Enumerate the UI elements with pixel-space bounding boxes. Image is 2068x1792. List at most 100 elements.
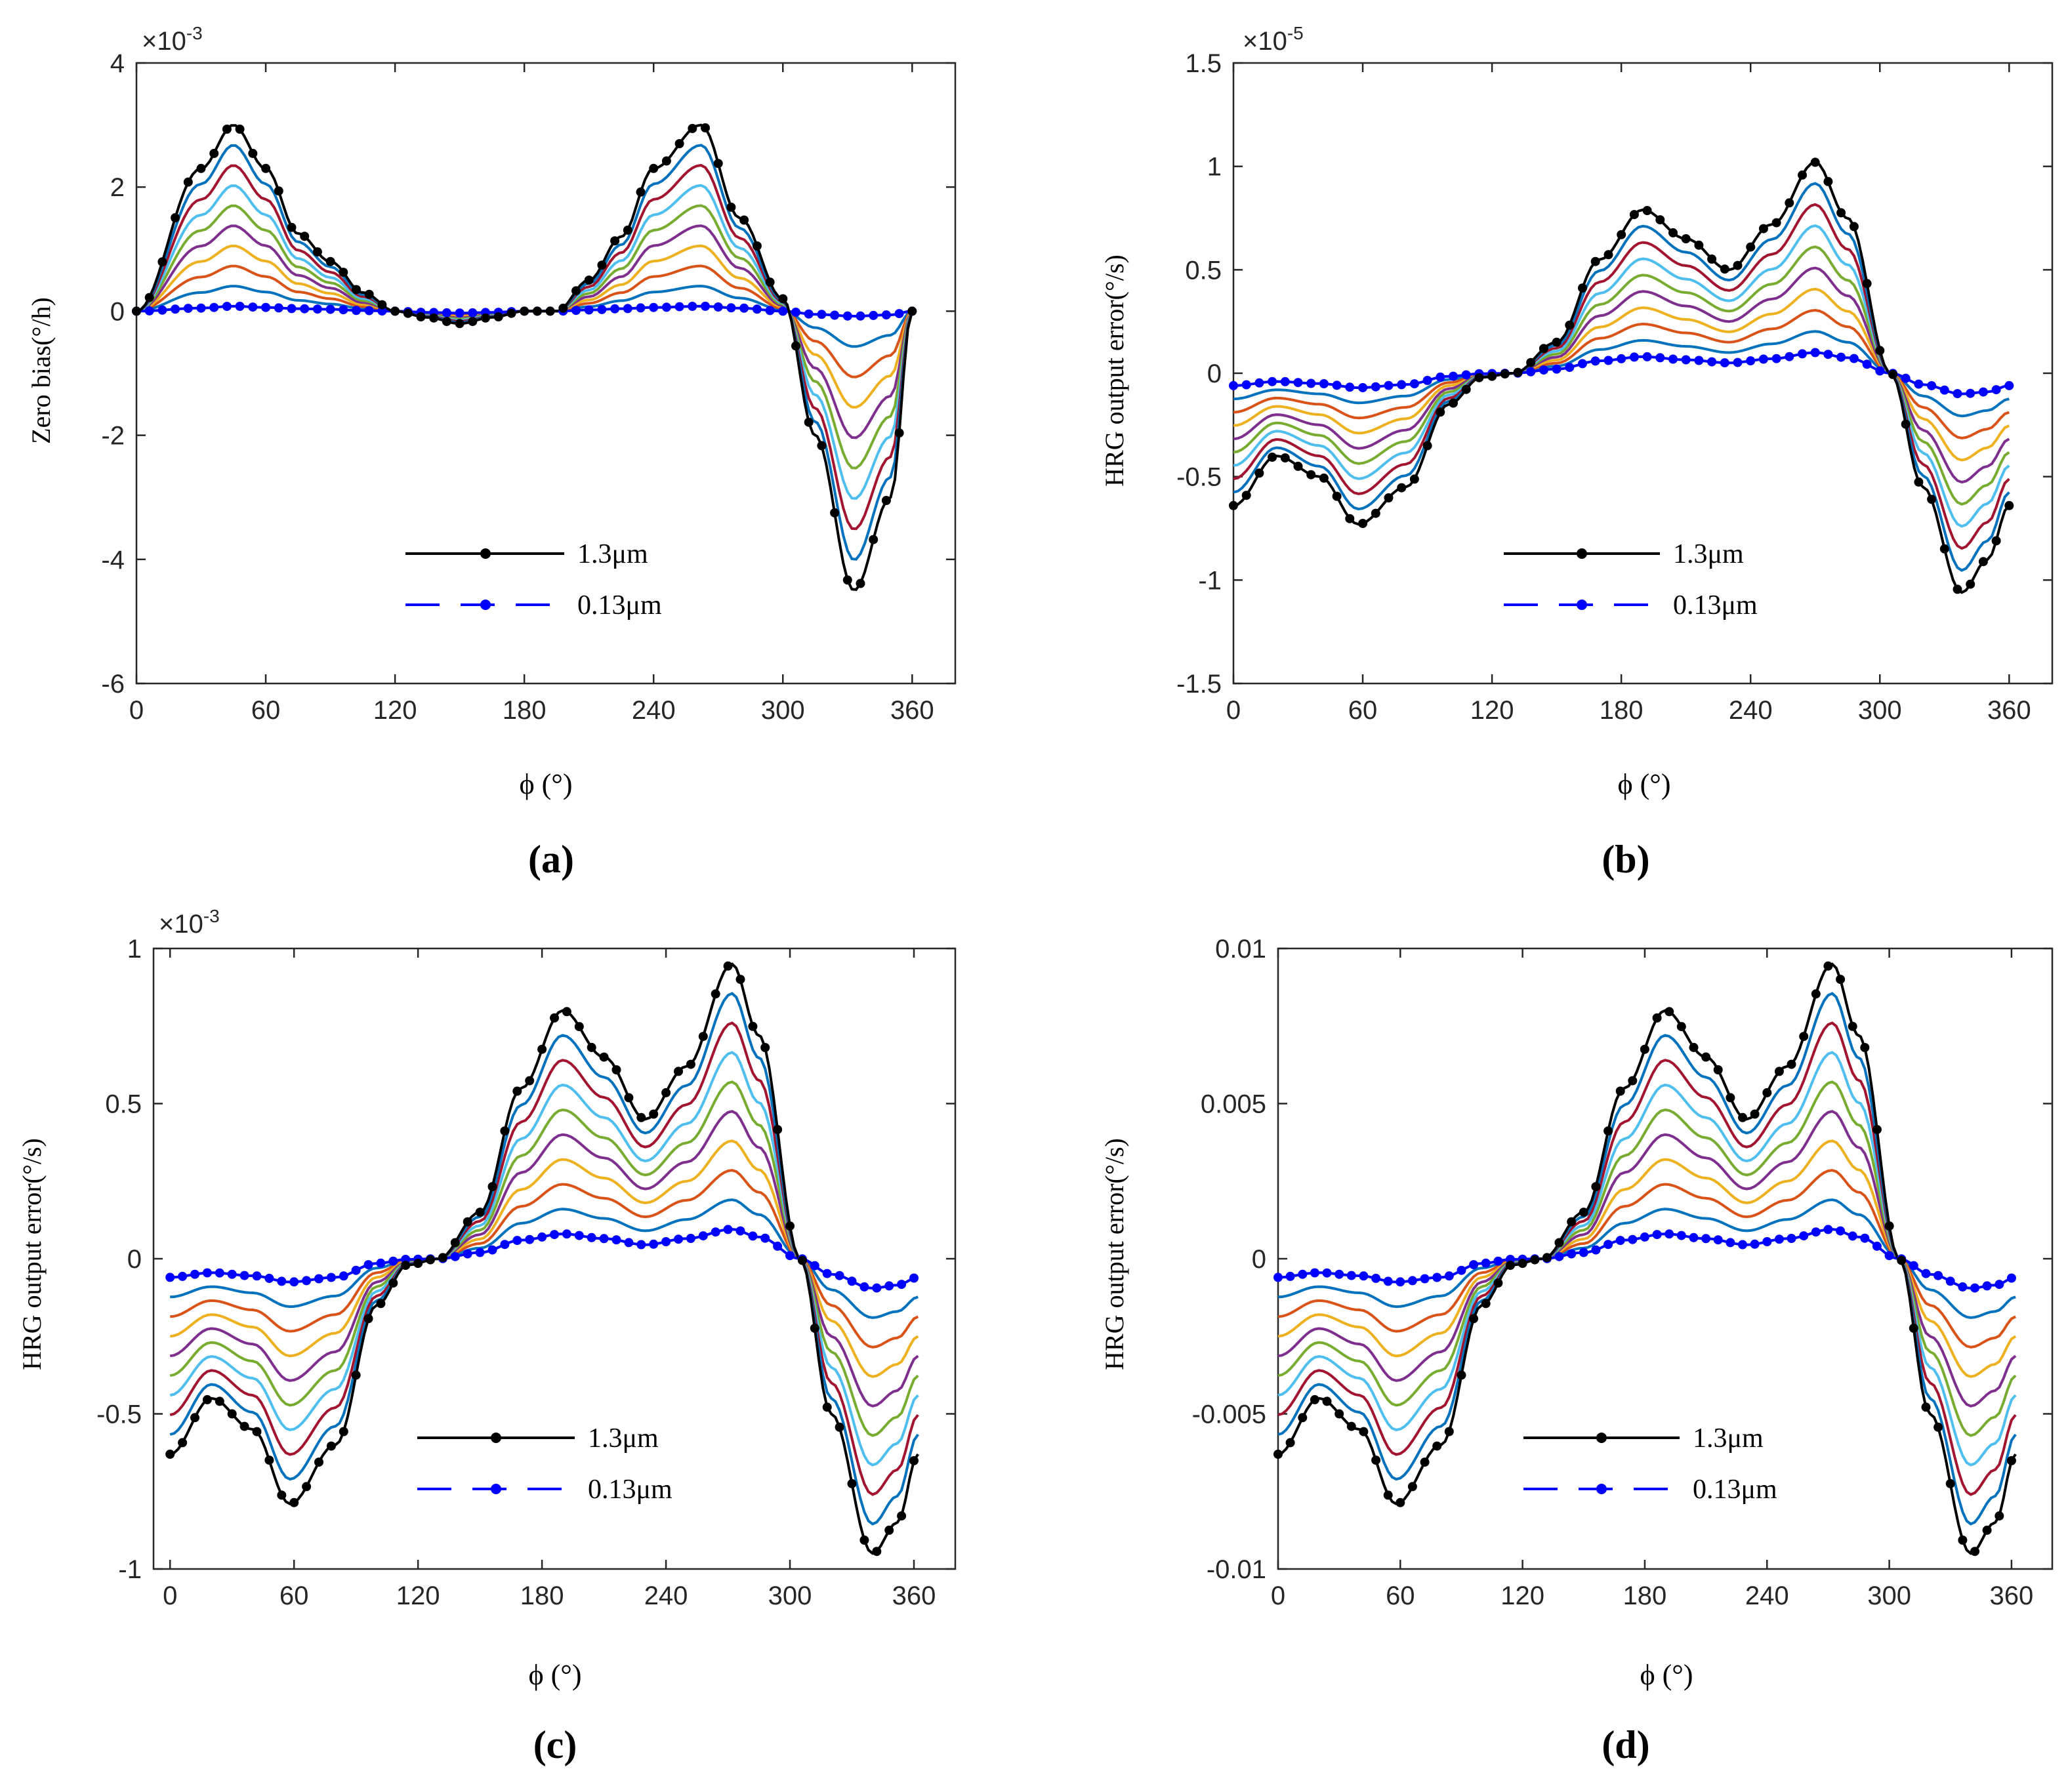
- marker-outer-d-27: [1603, 1126, 1613, 1136]
- x-axis-label-d: ϕ (°): [1640, 1659, 1693, 1691]
- marker-outer-d-2: [1298, 1413, 1308, 1423]
- marker-outer-c-10: [289, 1497, 299, 1507]
- marker-inner-c-25: [475, 1248, 485, 1257]
- marker-outer-c-34: [587, 1042, 596, 1052]
- panel-d: 0 60 120 180 240 300 360-0.01-0.00500.0050.01 …: [1100, 935, 2054, 1766]
- panel-b: 0 60 120 180 240 300 360 -1.5 -1 -0.5 0 0.5 1 1.5 ×10…: [1100, 23, 2054, 881]
- y-axis-label-d: HRG output error(°/s): [1100, 1138, 1129, 1370]
- marker-inner-c-43: [698, 1231, 708, 1241]
- panel-a: 0 60 120 180 240 300 360 -6 -4 -2 0 2 4 ×10-3 Zero b…: [26, 23, 957, 881]
- marker-inner-a-35: [584, 305, 594, 315]
- marker-inner-a-3: [171, 304, 180, 314]
- marker-outer-b-40: [1746, 242, 1756, 252]
- axes-frame-c: [152, 947, 957, 1570]
- marker-outer-c-44: [711, 989, 720, 999]
- marker-inner-a-41: [661, 302, 671, 312]
- marker-inner-a-53: [817, 310, 827, 319]
- marker-inner-d-58: [1982, 1281, 1992, 1291]
- marker-inner-b-7: [1319, 379, 1329, 388]
- marker-outer-b-3: [1268, 453, 1277, 462]
- marker-outer-b-18: [1461, 384, 1471, 394]
- marker-outer-c-48: [760, 1043, 770, 1052]
- marker-outer-c-26: [487, 1182, 497, 1192]
- marker-outer-d-4: [1322, 1396, 1332, 1406]
- marker-outer-d-17: [1481, 1299, 1491, 1309]
- marker-inner-d-23: [1554, 1252, 1564, 1261]
- marker-outer-d-16: [1469, 1314, 1479, 1324]
- marker-inner-a-7: [222, 302, 232, 312]
- marker-inner-c-16: [363, 1260, 373, 1270]
- marker-inner-b-38: [1720, 358, 1729, 368]
- marker-inner-a-4: [183, 304, 193, 314]
- marker-outer-a-49: [765, 277, 775, 287]
- marker-outer-c-42: [686, 1059, 695, 1069]
- marker-outer-c-29: [525, 1076, 535, 1086]
- marker-inner-c-8: [264, 1273, 274, 1283]
- marker-inner-d-42: [1787, 1234, 1796, 1243]
- marker-outer-c-7: [252, 1427, 262, 1436]
- marker-outer-b-22: [1513, 367, 1523, 377]
- marker-inner-d-52: [1909, 1261, 1918, 1271]
- marker-inner-c-10: [289, 1277, 299, 1287]
- marker-outer-c-36: [611, 1065, 621, 1074]
- marker-inner-c-1: [178, 1271, 188, 1281]
- y-tick-label-b-4: 0.5: [1185, 256, 1222, 285]
- marker-inner-a-1: [144, 306, 154, 316]
- marker-outer-b-28: [1590, 256, 1600, 266]
- legend-label-inner-b: 0.13μm: [1673, 590, 1758, 621]
- marker-inner-d-13: [1432, 1273, 1442, 1282]
- marker-outer-d-28: [1615, 1086, 1625, 1096]
- x-tick-label-b-4: 240: [1729, 696, 1773, 725]
- marker-outer-b-17: [1449, 398, 1458, 408]
- marker-outer-d-37: [1726, 1093, 1735, 1103]
- marker-outer-d-34: [1689, 1042, 1699, 1052]
- marker-inner-d-34: [1689, 1232, 1699, 1242]
- marker-outer-c-6: [239, 1421, 249, 1431]
- x-tick-label-a-1: 60: [251, 696, 281, 725]
- marker-inner-c-30: [537, 1232, 547, 1242]
- x-tick-label-c-0: 0: [163, 1581, 177, 1610]
- marker-outer-a-60: [907, 306, 917, 316]
- x-tick-label-b-5: 300: [1858, 696, 1902, 725]
- marker-inner-b-36: [1694, 356, 1704, 365]
- marker-outer-a-12: [287, 222, 297, 232]
- marker-outer-b-33: [1655, 215, 1665, 225]
- legend-marker-outer-a: [480, 548, 491, 559]
- legend-label-inner-d: 0.13μm: [1693, 1475, 1777, 1505]
- marker-outer-c-33: [574, 1022, 584, 1032]
- marker-inner-a-59: [894, 309, 904, 319]
- marker-outer-a-43: [688, 123, 697, 133]
- x-tick-label-c-5: 300: [768, 1581, 812, 1610]
- x-tick-label-c-6: 360: [892, 1581, 936, 1610]
- marker-inner-a-37: [610, 304, 620, 314]
- marker-outer-d-0: [1273, 1450, 1283, 1459]
- marker-outer-b-5: [1293, 461, 1303, 471]
- marker-inner-b-52: [1901, 373, 1911, 383]
- marker-outer-b-21: [1500, 369, 1510, 378]
- marker-outer-b-7: [1319, 473, 1329, 483]
- marker-inner-b-16: [1436, 372, 1445, 382]
- marker-outer-d-18: [1493, 1278, 1503, 1288]
- marker-outer-c-47: [748, 1021, 758, 1031]
- marker-outer-b-13: [1397, 483, 1407, 493]
- y-tick-label-b-0: -1.5: [1176, 670, 1222, 699]
- marker-inner-c-45: [723, 1225, 733, 1234]
- x-tick-label-d-4: 240: [1745, 1581, 1789, 1610]
- marker-outer-b-14: [1409, 474, 1419, 484]
- marker-outer-d-13: [1432, 1441, 1442, 1451]
- marker-inner-c-38: [636, 1240, 646, 1250]
- marker-inner-a-52: [804, 309, 814, 319]
- legend-label-outer-b: 1.3μm: [1673, 539, 1744, 569]
- x-tick-label-c-4: 240: [644, 1581, 688, 1610]
- marker-outer-a-46: [726, 202, 736, 212]
- marker-outer-c-25: [475, 1208, 485, 1217]
- marker-outer-b-56: [1953, 584, 1962, 594]
- marker-inner-d-35: [1701, 1234, 1711, 1244]
- marker-inner-d-6: [1346, 1271, 1356, 1280]
- marker-outer-b-12: [1384, 493, 1394, 502]
- marker-outer-a-4: [183, 177, 193, 187]
- x-tick-label-b-3: 180: [1600, 696, 1644, 725]
- caption-b: (b): [1602, 838, 1649, 881]
- marker-outer-b-45: [1810, 157, 1820, 167]
- marker-outer-d-21: [1530, 1255, 1540, 1265]
